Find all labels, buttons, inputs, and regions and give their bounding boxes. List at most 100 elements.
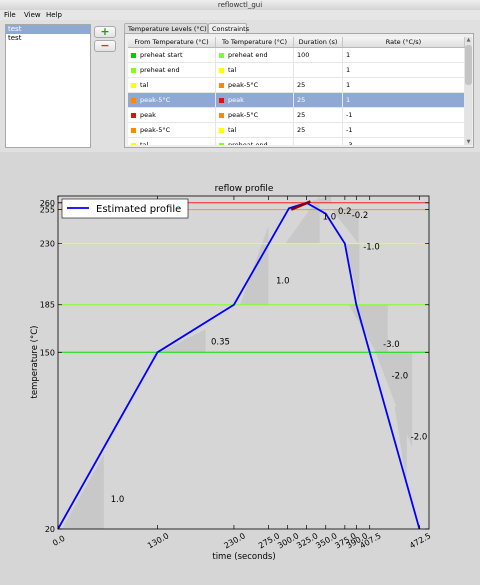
table-cell[interactable]: preheat start xyxy=(128,48,216,63)
y-axis-label: temperature (°C) xyxy=(30,326,40,399)
table-row[interactable]: peak-5°C tal 25 -1 xyxy=(128,123,465,138)
cell-to: tal xyxy=(228,66,237,74)
table-cell[interactable]: -3 xyxy=(343,138,465,145)
rate-annotation: -2.0 xyxy=(411,433,428,443)
table-cell[interactable]: tal xyxy=(216,123,294,138)
cell-to: peak-5°C xyxy=(228,111,259,119)
cell-duration: 25 xyxy=(297,96,306,104)
table-cell[interactable]: tal xyxy=(128,138,216,145)
add-profile-button[interactable]: + xyxy=(94,26,116,38)
table-cell[interactable]: preheat end xyxy=(128,63,216,78)
menu-bar: File View Help xyxy=(0,10,480,20)
color-swatch xyxy=(219,127,224,133)
remove-profile-button[interactable]: − xyxy=(94,40,116,52)
table-header: From Temperature (°C) To Temperature (°C… xyxy=(128,37,465,48)
x-tick-label: 0.0 xyxy=(51,534,67,548)
profile-list-item[interactable]: test xyxy=(6,25,90,34)
peak-segment xyxy=(290,200,311,211)
rate-annotation: -3.0 xyxy=(383,340,400,350)
table-cell[interactable] xyxy=(294,63,343,78)
rate-triangle xyxy=(240,225,269,305)
table-row[interactable]: preheat end tal 1 xyxy=(128,63,465,78)
chart-legend: Estimated profile xyxy=(61,198,189,219)
table-cell[interactable]: 25 xyxy=(294,108,343,123)
rate-annotation: 1.0 xyxy=(111,495,125,505)
constraints-panel: From Temperature (°C) To Temperature (°C… xyxy=(124,33,474,148)
rate-triangle xyxy=(304,196,332,203)
plus-icon: + xyxy=(100,25,110,38)
menu-file[interactable]: File xyxy=(4,11,16,19)
tab-temperature-levels[interactable]: Temperature Levels (°C) xyxy=(124,23,208,33)
table-cell[interactable]: 1 xyxy=(343,63,465,78)
cell-rate: -3 xyxy=(346,141,353,145)
rate-triangle xyxy=(61,454,104,529)
profile-list[interactable]: test test xyxy=(5,24,91,148)
table-cell[interactable]: peak-5°C xyxy=(216,78,294,93)
scroll-down-arrow-icon[interactable]: ▼ xyxy=(466,139,471,145)
table-cell[interactable]: preheat end xyxy=(216,48,294,63)
cell-from: peak-5°C xyxy=(140,126,171,134)
color-swatch xyxy=(219,112,224,118)
scroll-thumb[interactable] xyxy=(465,45,472,85)
table-cell[interactable]: 25 xyxy=(294,78,343,93)
column-header-rate[interactable]: Rate (°C/s) xyxy=(343,37,465,47)
cell-to: preheat end xyxy=(228,51,268,59)
table-cell[interactable]: peak-5°C xyxy=(128,123,216,138)
y-tick-label: 260 xyxy=(40,199,55,208)
table-row[interactable]: tal preheat end -3 xyxy=(128,138,465,145)
constraints-table: From Temperature (°C) To Temperature (°C… xyxy=(128,37,465,145)
column-header-duration[interactable]: Duration (s) xyxy=(294,37,343,47)
table-row[interactable]: tal peak-5°C 25 1 xyxy=(128,78,465,93)
profile-list-item[interactable]: test xyxy=(8,34,22,42)
table-cell[interactable] xyxy=(294,138,343,145)
table-cell[interactable]: preheat end xyxy=(216,138,294,145)
plot-area: 20 150 185 230 255 260 0.0 130.0 230.0 275.0 300.0… xyxy=(0,160,480,583)
menu-help[interactable]: Help xyxy=(46,11,62,19)
table-cell[interactable]: 25 xyxy=(294,123,343,138)
cell-from: tal xyxy=(140,81,149,89)
table-cell[interactable]: 25 xyxy=(294,93,343,108)
table-scrollbar[interactable]: ▲ ▼ xyxy=(465,37,472,145)
color-swatch xyxy=(219,67,224,73)
cell-duration: 25 xyxy=(297,81,306,89)
column-header-to[interactable]: To Temperature (°C) xyxy=(216,37,294,47)
table-cell[interactable]: peak-5°C xyxy=(128,93,216,108)
scroll-up-arrow-icon[interactable]: ▲ xyxy=(466,37,471,43)
cell-from: preheat start xyxy=(140,51,183,59)
cell-rate: 1 xyxy=(346,81,351,89)
menu-view[interactable]: View xyxy=(24,11,41,19)
rate-annotation: 1.0 xyxy=(276,276,290,286)
column-header-from[interactable]: From Temperature (°C) xyxy=(128,37,216,47)
rate-triangle xyxy=(394,406,407,486)
cell-from: tal xyxy=(140,141,149,145)
table-cell[interactable]: tal xyxy=(128,78,216,93)
table-cell[interactable]: peak xyxy=(216,93,294,108)
table-cell[interactable]: peak xyxy=(128,108,216,123)
table-cell[interactable]: tal xyxy=(216,63,294,78)
table-cell[interactable]: 1 xyxy=(343,48,465,63)
table-cell[interactable]: 1 xyxy=(343,93,465,108)
cell-to: peak xyxy=(228,96,244,104)
rate-triangle xyxy=(345,243,360,305)
color-swatch xyxy=(131,112,136,118)
color-swatch xyxy=(131,67,136,73)
tab-constraints[interactable]: Constraints xyxy=(208,23,249,34)
table-cell[interactable]: peak-5°C xyxy=(216,108,294,123)
table-row[interactable]: preheat start preheat end 100 1 xyxy=(128,48,465,63)
legend-label: Estimated profile xyxy=(96,204,181,215)
table-cell[interactable]: 100 xyxy=(294,48,343,63)
minus-icon: − xyxy=(100,39,110,52)
y-tick-label: 230 xyxy=(40,240,55,249)
table-cell[interactable]: -1 xyxy=(343,108,465,123)
table-cell[interactable]: 1 xyxy=(343,78,465,93)
rate-annotation: -1.0 xyxy=(363,242,380,252)
table-cell[interactable]: -1 xyxy=(343,123,465,138)
cell-rate: 1 xyxy=(346,96,351,104)
cell-from: peak-5°C xyxy=(140,96,171,104)
y-tick-label: 185 xyxy=(40,301,55,310)
table-row[interactable]: peak peak-5°C 25 -1 xyxy=(128,108,465,123)
cell-rate: 1 xyxy=(346,51,351,59)
y-tick-label: 150 xyxy=(40,348,55,357)
table-row[interactable]: peak-5°C peak 25 1 xyxy=(128,93,465,108)
